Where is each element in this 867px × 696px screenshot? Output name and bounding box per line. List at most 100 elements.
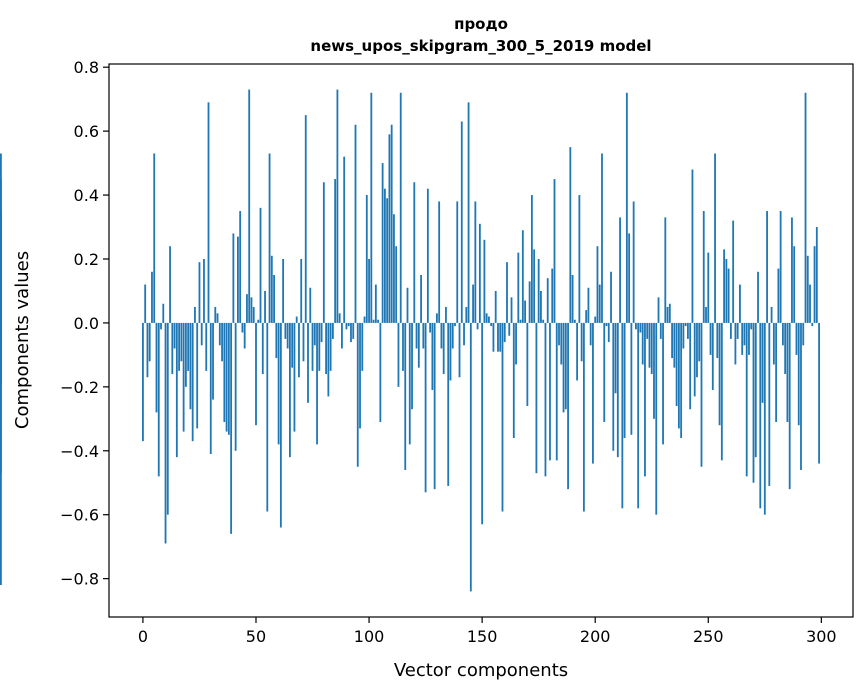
bar-266: [743, 322, 746, 346]
bar-242: [689, 322, 692, 410]
bar-149: [478, 223, 481, 323]
bar-95: [356, 322, 359, 467]
bar-121: [415, 322, 418, 349]
bar-226: [653, 322, 655, 419]
bar-283: [781, 322, 784, 346]
bar-204: [603, 322, 606, 423]
bar-298: [815, 227, 818, 323]
bar-67: [293, 322, 296, 432]
bar-238: [680, 322, 683, 438]
bar-45: [243, 322, 246, 349]
bar-271: [754, 322, 757, 458]
y-axis-label: Components values: [12, 251, 33, 429]
bar-197: [587, 287, 590, 323]
bar-152: [485, 313, 488, 323]
bar-206: [607, 322, 610, 343]
bar-12: [169, 246, 171, 323]
bar-181: [551, 268, 554, 323]
bar-193: [578, 195, 581, 323]
bar-293: [804, 92, 807, 323]
bar-244: [693, 322, 696, 397]
bar-232: [666, 306, 669, 323]
bar-36: [223, 322, 226, 423]
bar-257: [723, 249, 726, 323]
bar-207: [610, 271, 612, 323]
bar-0: [142, 322, 144, 442]
bar-76: [313, 322, 316, 346]
bar-125: [424, 322, 427, 493]
bar-292: [802, 322, 805, 346]
bar-200: [594, 316, 597, 323]
bar-151: [483, 239, 486, 323]
bar-170: [526, 322, 529, 407]
bar-122: [417, 322, 420, 368]
bar-137: [451, 322, 454, 349]
bar-103: [374, 284, 377, 323]
bar-71: [302, 322, 305, 362]
bar-72: [304, 115, 307, 323]
bar-141: [460, 121, 463, 323]
bar-230: [662, 322, 664, 445]
bar-279: [772, 322, 775, 365]
bar-173: [533, 249, 536, 323]
bar-296: [811, 322, 814, 327]
bar-275: [763, 322, 766, 515]
bar-284: [784, 322, 787, 375]
y-tick-label-7: 0.6: [74, 122, 99, 141]
bar-60: [277, 322, 280, 445]
bar-53: [261, 322, 264, 375]
bar-269: [750, 322, 753, 330]
bar-28: [205, 322, 208, 371]
bar-14: [173, 322, 176, 349]
bar-291: [800, 322, 802, 470]
bar-16: [178, 322, 181, 371]
bar-93: [352, 322, 355, 339]
bar-223: [646, 322, 649, 339]
bar-127: [429, 322, 432, 333]
bar-138: [454, 322, 456, 327]
bar-251: [709, 322, 712, 355]
bar-54: [264, 290, 266, 323]
bar-96: [359, 322, 361, 429]
bar-299: [818, 322, 820, 464]
bar-114: [399, 92, 402, 323]
chart-title-line-1: продо: [454, 15, 508, 33]
bar-154: [490, 322, 493, 327]
bar-39: [230, 322, 233, 534]
bar-35: [221, 322, 223, 362]
bar-178: [544, 322, 547, 477]
bar-294: [806, 255, 809, 323]
bar-227: [655, 322, 658, 515]
bar-100: [368, 258, 370, 323]
bar-187: [564, 322, 567, 410]
bar-3: [148, 322, 151, 362]
bar-189: [569, 147, 572, 323]
bar-198: [589, 322, 592, 346]
bar-243: [691, 169, 694, 323]
bar-233: [668, 303, 671, 323]
bar-23: [194, 306, 196, 323]
bar-42: [237, 236, 239, 323]
bar-177: [542, 319, 545, 323]
bar-90: [345, 322, 348, 330]
bar-276: [766, 211, 768, 323]
bar-19: [184, 322, 187, 387]
bar-286: [788, 322, 791, 490]
bar-143: [465, 306, 468, 323]
bar-179: [546, 278, 549, 323]
bar-184: [558, 322, 560, 346]
bar-249: [705, 306, 707, 323]
bar-47: [248, 89, 251, 323]
bar-263: [736, 322, 739, 339]
bar-26: [200, 322, 203, 346]
bar-80: [322, 182, 325, 323]
bar-268: [748, 322, 750, 355]
bar-253: [714, 153, 716, 323]
bar-259: [727, 268, 730, 323]
bar-162: [508, 322, 511, 336]
bar-22: [191, 322, 194, 442]
y-tick-label-8: 0.8: [74, 58, 99, 77]
bar-56: [268, 153, 271, 323]
bar-142: [463, 322, 465, 346]
